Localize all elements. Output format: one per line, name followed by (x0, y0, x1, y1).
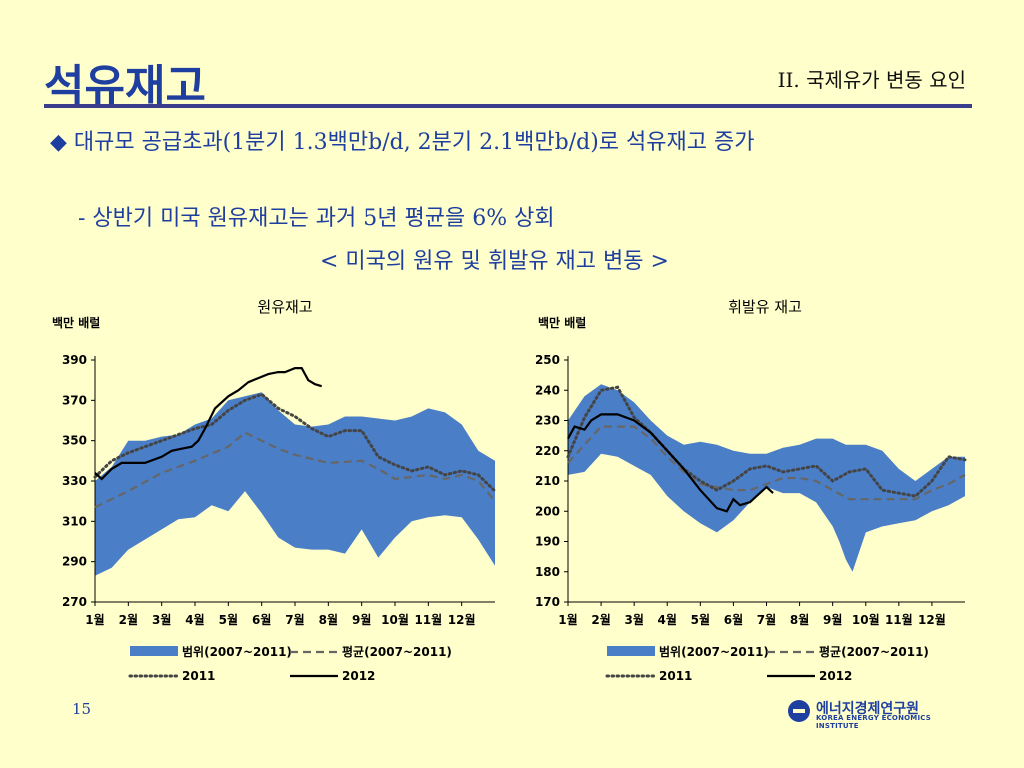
x-tick-label: 5월 (691, 612, 710, 627)
x-tick-label: 4월 (658, 612, 677, 627)
legend-label: 평균(2007~2011) (342, 645, 452, 659)
y-tick-label: 370 (62, 393, 87, 407)
legend-label: 2011 (659, 669, 692, 683)
title-divider (44, 104, 972, 108)
bullet-main-text: 대규모 공급초과(1분기 1.3백만b/d, 2분기 2.1백만b/d)로 석유… (73, 130, 755, 155)
y-tick-label: 290 (62, 555, 87, 569)
series-line-solid (94, 366, 323, 481)
x-tick-label: 8월 (319, 612, 338, 627)
x-tick-label: 7월 (285, 612, 304, 627)
series-line-dash (94, 431, 496, 509)
x-tick-label: 1월 (85, 612, 104, 627)
y-tick-label: 250 (535, 353, 560, 367)
x-tick-label: 4월 (185, 612, 204, 627)
legend-swatch-range (607, 646, 655, 656)
y-tick-label: 200 (535, 504, 560, 518)
x-tick-label: 9월 (352, 612, 371, 627)
figure-caption: < 미국의 원유 및 휘발유 재고 변동 > (320, 249, 669, 274)
y-tick-label: 310 (62, 514, 87, 528)
x-tick-label: 10월 (852, 612, 880, 627)
chart-title: 원유재고 (257, 298, 312, 316)
logo-korean: 에너지경제연구원 (816, 701, 920, 717)
x-tick-label: 6월 (724, 612, 743, 627)
keei-logo: 에너지경제연구원 KOREA ENERGY ECONOMICS INSTITUT… (788, 700, 973, 730)
y-tick-label: 350 (62, 434, 87, 448)
x-tick-label: 10월 (381, 612, 409, 627)
y-tick-label: 240 (535, 383, 560, 397)
page-number: 15 (72, 700, 92, 718)
series-line-dot (93, 392, 497, 493)
legend-swatch-range (130, 646, 178, 656)
y-tick-label: 190 (535, 535, 560, 549)
range-band (95, 392, 495, 576)
y-tick-label: 170 (535, 595, 560, 609)
bullet-main: ◆ 대규모 공급초과(1분기 1.3백만b/d, 2분기 2.1백만b/d)로 … (50, 128, 975, 158)
x-tick-label: 5월 (219, 612, 238, 627)
y-unit-label: 백만 배럴 (538, 315, 586, 330)
logo-english: KOREA ENERGY ECONOMICS INSTITUTE (816, 714, 931, 730)
x-tick-label: 3월 (152, 612, 171, 627)
series-line-solid (567, 413, 774, 513)
y-tick-label: 230 (535, 414, 560, 428)
x-tick-label: 9월 (823, 612, 842, 627)
legend-label: 범위(2007~2011) (659, 644, 769, 659)
x-tick-label: 12월 (918, 612, 946, 627)
series-line-dash (567, 425, 966, 501)
diamond-bullet-icon: ◆ (50, 130, 67, 155)
x-tick-label: 8월 (790, 612, 809, 627)
y-tick-label: 390 (62, 353, 87, 367)
x-tick-label: 6월 (252, 612, 271, 627)
range-band (568, 384, 965, 572)
keei-logo-icon (788, 700, 810, 722)
section-label: II. 국제유가 변동 요인 (777, 68, 966, 92)
x-tick-label: 3월 (624, 612, 643, 627)
x-tick-label: 11월 (414, 612, 442, 627)
sub-bullet: - 상반기 미국 원유재고는 과거 5년 평균을 6% 상회 (78, 206, 555, 231)
x-tick-label: 2월 (119, 612, 138, 627)
legend-label: 2011 (182, 669, 215, 683)
legend-label: 평균(2007~2011) (819, 645, 929, 659)
legend-label: 2012 (819, 669, 852, 683)
x-tick-label: 11월 (885, 612, 913, 627)
x-tick-label: 1월 (558, 612, 577, 627)
x-tick-label: 12월 (448, 612, 476, 627)
y-unit-label: 백만 배럴 (52, 315, 100, 330)
y-tick-label: 270 (62, 595, 87, 609)
y-tick-label: 180 (535, 565, 560, 579)
series-line-dot (566, 385, 967, 498)
chart-title: 휘발유 재고 (728, 298, 802, 316)
slide-title: 석유재고 (44, 61, 206, 112)
x-tick-label: 2월 (591, 612, 610, 627)
y-tick-label: 210 (535, 474, 560, 488)
y-tick-label: 330 (62, 474, 87, 488)
legend-label: 2012 (342, 669, 375, 683)
y-tick-label: 220 (535, 444, 560, 458)
legend-label: 범위(2007~2011) (182, 644, 292, 659)
x-tick-label: 7월 (757, 612, 776, 627)
